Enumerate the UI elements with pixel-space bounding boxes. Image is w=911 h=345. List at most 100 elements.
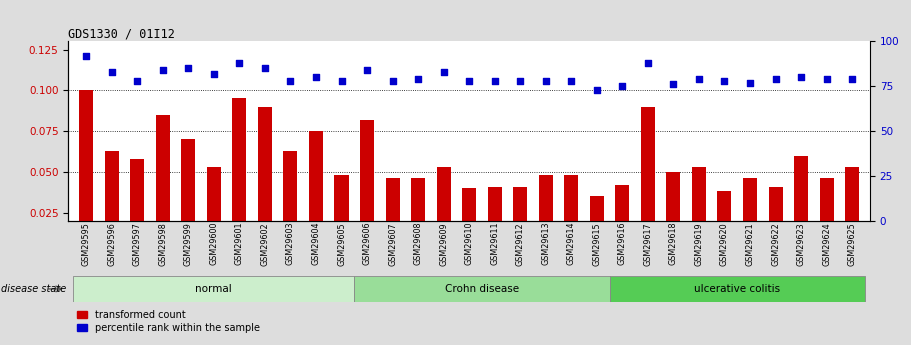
Text: GSM29615: GSM29615: [592, 222, 601, 266]
Bar: [130, 159, 144, 254]
Point: [232, 60, 247, 66]
Text: GSM29595: GSM29595: [82, 222, 91, 266]
Point: [793, 75, 808, 80]
Point: [283, 78, 298, 83]
Point: [538, 78, 553, 83]
Bar: [354, 276, 609, 302]
Point: [360, 67, 374, 73]
Bar: [436, 167, 451, 254]
Text: Crohn disease: Crohn disease: [445, 284, 519, 294]
Point: [105, 69, 119, 75]
Bar: [820, 178, 834, 254]
Bar: [232, 98, 246, 254]
Point: [742, 80, 757, 86]
Text: GSM29622: GSM29622: [771, 222, 780, 266]
Text: GSM29609: GSM29609: [439, 222, 448, 266]
Text: GSM29621: GSM29621: [745, 222, 754, 266]
Bar: [105, 151, 118, 254]
Point: [717, 78, 732, 83]
Text: GSM29608: GSM29608: [414, 222, 423, 265]
Point: [130, 78, 145, 83]
Text: GDS1330 / 01I12: GDS1330 / 01I12: [68, 27, 175, 40]
Point: [819, 76, 834, 82]
Bar: [385, 178, 400, 254]
Bar: [334, 175, 349, 254]
Point: [615, 83, 630, 89]
Bar: [615, 185, 630, 254]
Point: [640, 60, 655, 66]
Bar: [538, 175, 553, 254]
Bar: [794, 156, 808, 254]
Bar: [207, 167, 220, 254]
Text: GSM29619: GSM29619: [694, 222, 703, 266]
Text: GSM29617: GSM29617: [643, 222, 652, 266]
Text: GSM29600: GSM29600: [210, 222, 219, 265]
Bar: [743, 178, 757, 254]
Legend: transformed count, percentile rank within the sample: transformed count, percentile rank withi…: [73, 306, 263, 337]
Text: GSM29618: GSM29618: [669, 222, 678, 265]
Bar: [258, 107, 272, 254]
Point: [844, 76, 859, 82]
Text: GSM29613: GSM29613: [541, 222, 550, 265]
Bar: [589, 196, 604, 254]
Point: [564, 78, 578, 83]
Text: GSM29612: GSM29612: [516, 222, 525, 266]
Point: [207, 71, 221, 77]
Text: GSM29620: GSM29620: [720, 222, 729, 266]
Bar: [769, 187, 783, 254]
Text: GSM29605: GSM29605: [337, 222, 346, 266]
Text: GSM29604: GSM29604: [312, 222, 321, 265]
Bar: [609, 276, 865, 302]
Text: GSM29616: GSM29616: [618, 222, 627, 265]
Point: [79, 53, 94, 59]
Bar: [309, 131, 323, 254]
Bar: [718, 191, 732, 254]
Point: [513, 78, 527, 83]
Text: GSM29614: GSM29614: [567, 222, 576, 265]
Point: [334, 78, 349, 83]
Point: [156, 67, 170, 73]
Bar: [487, 187, 502, 254]
Text: GSM29623: GSM29623: [796, 222, 805, 266]
Text: GSM29596: GSM29596: [107, 222, 117, 266]
Text: GSM29624: GSM29624: [822, 222, 831, 266]
Point: [411, 76, 425, 82]
Bar: [462, 188, 476, 254]
Text: GSM29607: GSM29607: [388, 222, 397, 266]
Point: [309, 75, 323, 80]
Text: GSM29602: GSM29602: [261, 222, 270, 266]
Text: GSM29597: GSM29597: [133, 222, 142, 266]
Bar: [666, 172, 681, 254]
Text: GSM29625: GSM29625: [847, 222, 856, 266]
Point: [462, 78, 476, 83]
Bar: [845, 167, 859, 254]
Bar: [564, 175, 578, 254]
Point: [589, 87, 604, 92]
Bar: [513, 187, 527, 254]
Text: GSM29611: GSM29611: [490, 222, 499, 265]
Text: ulcerative colitis: ulcerative colitis: [694, 284, 781, 294]
Point: [385, 78, 400, 83]
Text: GSM29601: GSM29601: [235, 222, 244, 265]
Bar: [181, 139, 195, 254]
Bar: [156, 115, 169, 254]
Bar: [74, 276, 354, 302]
Bar: [79, 90, 93, 254]
Text: disease state: disease state: [1, 284, 67, 294]
Text: GSM29603: GSM29603: [286, 222, 295, 265]
Bar: [640, 107, 655, 254]
Text: GSM29599: GSM29599: [184, 222, 193, 266]
Point: [666, 82, 681, 87]
Point: [436, 69, 451, 75]
Bar: [360, 120, 374, 254]
Bar: [411, 178, 425, 254]
Text: GSM29606: GSM29606: [363, 222, 372, 265]
Point: [181, 66, 196, 71]
Bar: [283, 151, 298, 254]
Point: [768, 76, 783, 82]
Text: normal: normal: [196, 284, 232, 294]
Text: GSM29598: GSM29598: [159, 222, 168, 266]
Text: GSM29610: GSM29610: [465, 222, 474, 265]
Bar: [692, 167, 706, 254]
Point: [487, 78, 502, 83]
